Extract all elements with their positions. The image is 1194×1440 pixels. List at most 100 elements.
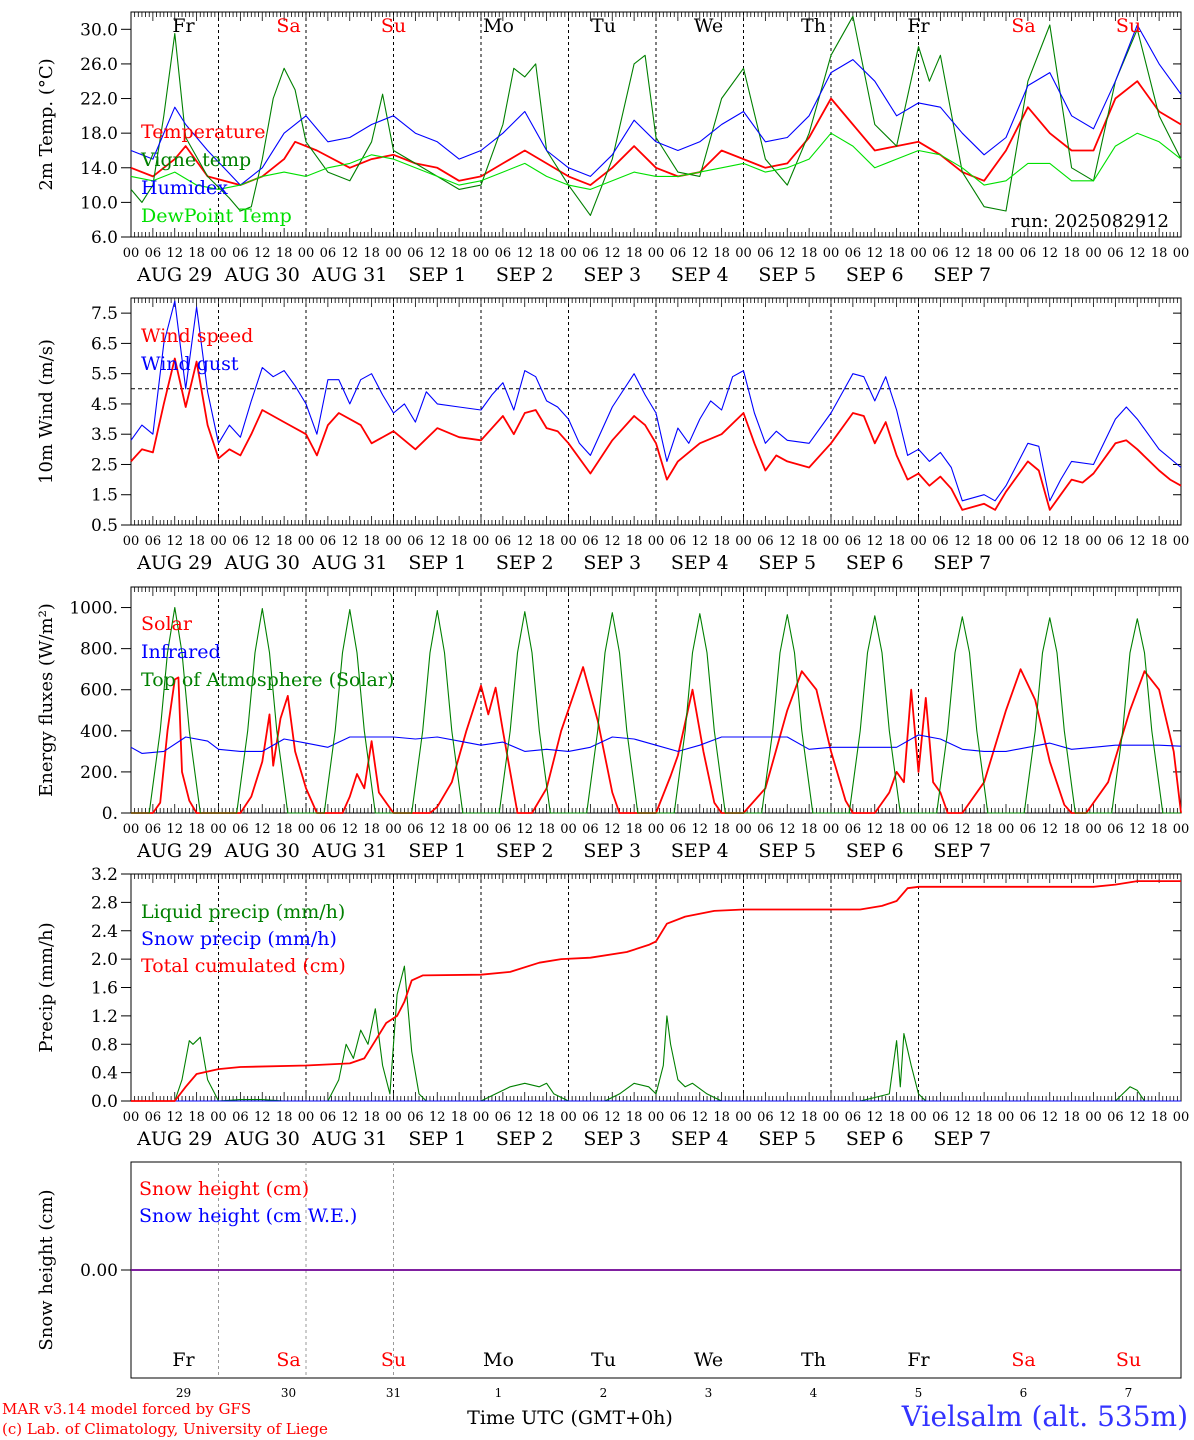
date-label: SEP 7 [933,264,991,286]
y-tick-label: 18.0 [80,124,118,144]
hour-tick-label: 18 [888,246,905,261]
hour-tick-label: 00 [1173,1110,1190,1125]
hour-tick-label: 06 [145,1110,162,1125]
date-label: AUG 30 [224,840,300,862]
hour-tick-label: 06 [845,822,862,837]
y-tick-label: 1000. [69,599,118,619]
hour-tick-label: 00 [1085,1110,1102,1125]
hour-tick-label: 18 [538,1110,555,1125]
hour-tick-label: 12 [1129,534,1146,549]
hour-tick-label: 00 [210,1110,227,1125]
y-tick-label: 4.5 [91,395,118,415]
weekday-label: Fr [907,1349,930,1371]
hour-tick-label: 18 [363,1110,380,1125]
y-tick-label: 0.5 [91,516,118,536]
legend-entry: Wind speed [141,325,253,347]
y-axis-label: Precip (mm/h) [36,922,57,1052]
date-label: SEP 4 [671,840,729,862]
hour-tick-label: 18 [713,534,730,549]
weekday-label: Fr [172,15,195,37]
date-label: SEP 2 [496,264,554,286]
hour-tick-label: 12 [954,534,971,549]
hour-tick-label: 00 [298,1110,315,1125]
hour-tick-label: 12 [166,246,183,261]
series-line-vigne-temp [130,15,1182,216]
hour-tick-label: 18 [1063,246,1080,261]
y-tick-label: 3.2 [91,865,118,885]
hour-tick-label: 12 [516,246,533,261]
hour-tick-label: 00 [385,1110,402,1125]
series-line-wind-gust [130,300,1182,502]
hour-tick-label: 00 [473,1110,490,1125]
day-number: 6 [1020,1386,1028,1400]
hour-tick-label: 12 [779,246,796,261]
weekday-label: Th [801,1349,826,1371]
date-label: SEP 3 [583,1128,641,1150]
hour-tick-label: 06 [932,246,949,261]
hour-tick-label: 00 [735,246,752,261]
date-label: SEP 6 [846,1128,904,1150]
hour-tick-label: 18 [626,1110,643,1125]
hour-tick-label: 12 [691,1110,708,1125]
hour-tick-label: 00 [385,534,402,549]
hour-tick-label: 12 [254,246,271,261]
hour-tick-label: 18 [276,534,293,549]
hour-tick-label: 00 [210,534,227,549]
hour-tick-label: 00 [648,534,665,549]
station-name: Vielsalm (alt. 535m) [901,1400,1188,1433]
hour-tick-label: 00 [560,822,577,837]
hour-tick-label: 06 [495,822,512,837]
weekday-label: Su [381,15,406,37]
hour-tick-label: 12 [516,822,533,837]
hour-tick-label: 06 [232,534,249,549]
hour-tick-label: 18 [538,246,555,261]
hour-tick-label: 00 [823,1110,840,1125]
hour-tick-label: 00 [910,534,927,549]
precip-panel: 00 06 12 18 00 06 12 18 00 06 12 18 00 06 12 18 00 06 12 18… [36,865,1189,1150]
hour-tick-label: 18 [276,1110,293,1125]
weekday-label: Su [1116,1349,1141,1371]
legend-entry: Temperature [141,121,265,143]
temperature-panel: 00 06 12 18 00 06 12 18 00 06 12 18 00 06 12 18 00 06 12 18… [36,11,1189,286]
date-label: SEP 1 [408,1128,466,1150]
hour-tick-label: 06 [1107,1110,1124,1125]
day-number: 5 [915,1386,923,1400]
hour-tick-label: 00 [910,1110,927,1125]
hour-tick-label: 18 [451,822,468,837]
y-tick-label: 0.4 [91,1064,118,1084]
hour-tick-label: 12 [429,1110,446,1125]
hour-tick-label: 18 [276,822,293,837]
hour-tick-label: 06 [757,534,774,549]
hour-tick-label: 00 [998,1110,1015,1125]
hour-tick-label: 18 [888,534,905,549]
hour-tick-label: 00 [735,822,752,837]
hour-tick-label: 12 [779,534,796,549]
series-line-wind-speed [130,357,1182,511]
date-label: SEP 2 [496,552,554,574]
legend-entry: Infrared [141,641,221,663]
hour-tick-label: 12 [954,1110,971,1125]
y-tick-label: 0.8 [91,1035,118,1055]
hour-tick-label: 06 [495,246,512,261]
hour-tick-label: 18 [538,534,555,549]
y-tick-label: 2.8 [91,893,118,913]
hour-tick-label: 06 [1107,822,1124,837]
hour-tick-label: 00 [1085,246,1102,261]
hour-tick-label: 12 [516,1110,533,1125]
hour-tick-label: 00 [298,246,315,261]
legend-entry: Vigne temp [140,149,251,171]
hour-tick-label: 06 [670,534,687,549]
y-tick-label: 5.5 [91,365,118,385]
series-line-temperature [130,80,1182,187]
hour-tick-label: 06 [232,246,249,261]
legend-entry: Snow height (cm) [139,1178,309,1200]
hour-tick-label: 18 [626,822,643,837]
hour-tick-label: 18 [976,534,993,549]
hour-tick-label: 18 [713,246,730,261]
date-label: SEP 5 [758,1128,816,1150]
day-number: 2 [600,1386,608,1400]
hour-tick-label: 18 [538,822,555,837]
hour-tick-label: 06 [582,822,599,837]
y-tick-label: 2.0 [91,950,118,970]
hour-tick-label: 12 [166,534,183,549]
